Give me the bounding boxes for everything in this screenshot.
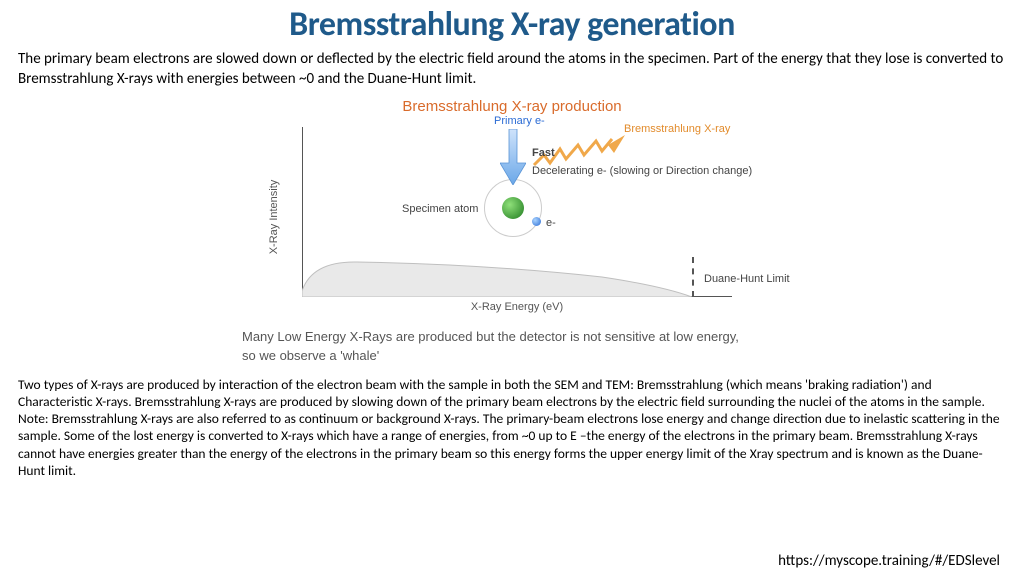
whale-curve [302,259,692,297]
diagram-caption-1: Many Low Energy X-Rays are produced but … [232,327,792,347]
intro-paragraph: The primary beam electrons are slowed do… [0,45,1024,90]
primary-electron-arrow [500,129,526,185]
duane-hunt-label: Duane-Hunt Limit [704,273,790,285]
duane-hunt-line [692,257,694,297]
diagram: X-Ray Intensity X-Ray Energy (eV) Duane-… [232,117,792,327]
brem-xray-label: Bremsstrahlung X-ray [624,123,730,135]
nucleus [502,197,524,219]
e-minus-label: e- [546,217,556,229]
bottom-paragraph: Two types of X-rays are produced by inte… [0,366,1024,480]
y-axis-label: X-Ray Intensity [268,179,280,254]
decel-label: Decelerating e- (slowing or Direction ch… [532,165,752,177]
diagram-container: Bremsstrahlung X-ray production X-Ray In… [232,98,792,366]
page-title: Bremsstrahlung X-ray generation [0,0,1024,45]
source-url: https://myscope.training/#/EDSlevel [778,552,1000,570]
primary-e-label: Primary e- [494,115,545,127]
specimen-atom-label: Specimen atom [402,203,478,215]
fast-label: Fast [532,147,555,159]
diagram-caption-2: so we observe a 'whale' [232,346,792,366]
x-axis-label: X-Ray Energy (eV) [471,301,563,313]
orbit-electron [532,217,541,226]
diagram-title: Bremsstrahlung X-ray production [232,98,792,115]
